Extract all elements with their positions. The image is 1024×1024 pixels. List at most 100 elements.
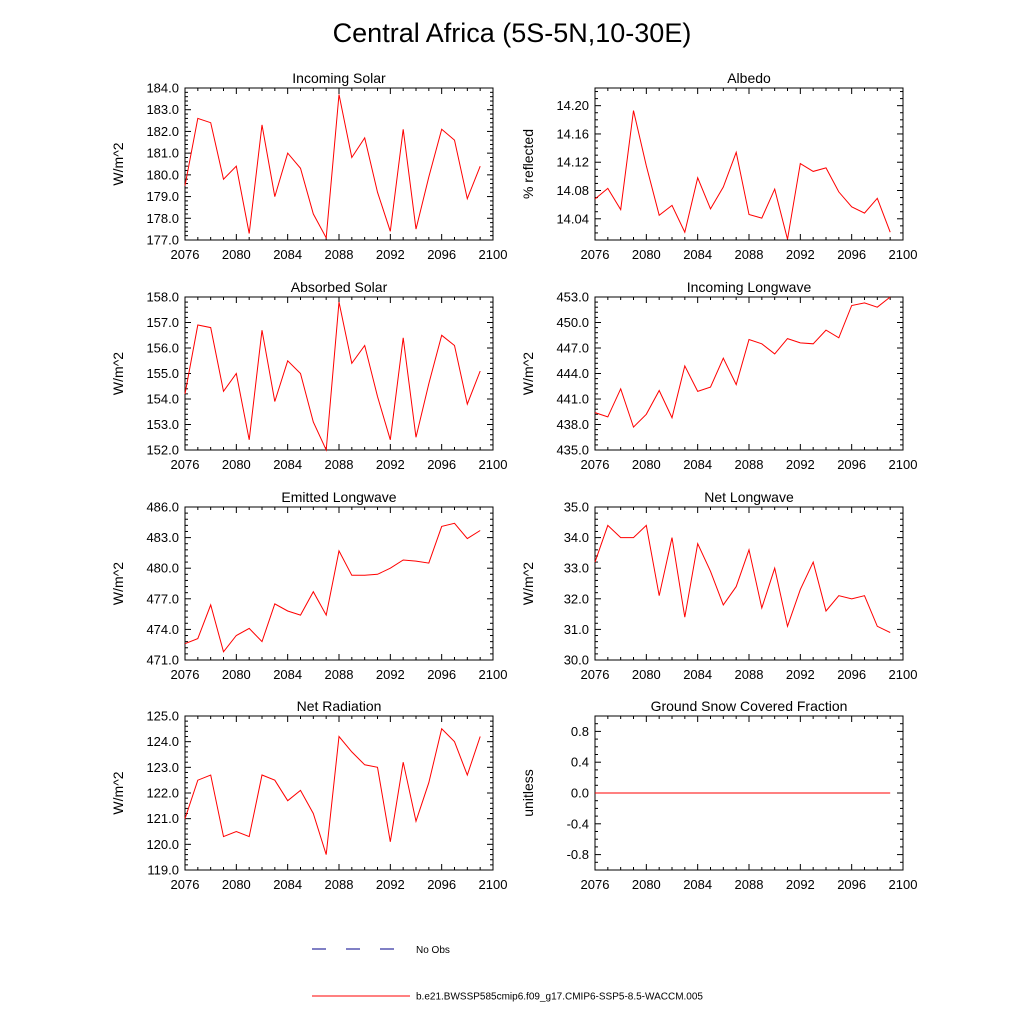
- y-tick-label: 480.0: [146, 561, 179, 576]
- plot-frame: [594, 87, 904, 241]
- x-tick-label: 2084: [683, 877, 712, 892]
- x-tick-label: 2080: [632, 667, 661, 682]
- series-line: [184, 727, 481, 855]
- chart-panel-7: Net Radiation W/m^2 2076 2080 2084 2088 2092 20…: [110, 698, 507, 892]
- y-tick-label: 14.16: [556, 126, 589, 141]
- x-tick-label: 2076: [171, 457, 200, 472]
- x-tick-label: 2084: [683, 457, 712, 472]
- y-tick-label: 182.0: [146, 124, 179, 139]
- y-tick-label: 14.20: [556, 98, 589, 113]
- y-axis-label: W/m^2: [110, 771, 126, 814]
- x-tick-label: 2096: [837, 877, 866, 892]
- series-line: [184, 522, 481, 653]
- x-tick-label: 2080: [632, 247, 661, 262]
- y-tick-label: 14.12: [556, 155, 589, 170]
- x-tick-label: 2100: [479, 247, 508, 262]
- x-tick-label: 2096: [427, 877, 456, 892]
- x-tick-label: 2076: [171, 877, 200, 892]
- y-tick-label: 124.0: [146, 734, 179, 749]
- legend-model-label: b.e21.BWSSP585cmip6.f09_g17.CMIP6-SSP5-8…: [416, 992, 703, 1003]
- x-tick-label: 2084: [683, 667, 712, 682]
- x-tick-label: 2084: [273, 247, 302, 262]
- series-line: [594, 110, 891, 240]
- x-tick-label: 2092: [376, 247, 405, 262]
- y-tick-label: -0.8: [567, 847, 589, 862]
- x-tick-label: 2092: [786, 457, 815, 472]
- chart-title: Ground Snow Covered Fraction: [651, 698, 848, 714]
- y-tick-label: 183.0: [146, 102, 179, 117]
- y-axis-label: W/m^2: [110, 142, 126, 185]
- x-tick-label: 2096: [837, 247, 866, 262]
- y-axis-label: W/m^2: [520, 562, 536, 605]
- x-tick-label: 2100: [889, 247, 918, 262]
- legend-obs-label: No Obs: [416, 945, 450, 956]
- series-line: [594, 296, 891, 429]
- x-tick-label: 2080: [222, 877, 251, 892]
- chart-title: Incoming Longwave: [687, 279, 812, 295]
- x-tick-label: 2092: [376, 667, 405, 682]
- y-tick-label: 178.0: [146, 211, 179, 226]
- chart-title: Absorbed Solar: [291, 279, 388, 295]
- y-tick-label: 155.0: [146, 366, 179, 381]
- y-tick-label: -0.4: [567, 816, 589, 831]
- x-tick-label: 2096: [837, 457, 866, 472]
- y-tick-label: 34.0: [564, 530, 589, 545]
- x-tick-label: 2092: [786, 247, 815, 262]
- y-tick-label: 177.0: [146, 233, 179, 248]
- figure-title: Central Africa (5S-5N,10-30E): [333, 18, 692, 48]
- y-tick-label: 14.04: [556, 211, 589, 226]
- y-tick-label: 471.0: [146, 653, 179, 668]
- y-tick-label: 121.0: [146, 811, 179, 826]
- x-tick-label: 2076: [171, 667, 200, 682]
- y-axis-label: % reflected: [520, 129, 536, 199]
- x-tick-label: 2080: [632, 877, 661, 892]
- chart-title: Albedo: [727, 70, 771, 86]
- chart-panel-2: Albedo % reflected 2076 2080 2084 2088 2092 209…: [520, 70, 917, 262]
- y-tick-label: 120.0: [146, 837, 179, 852]
- series-line: [184, 301, 481, 452]
- y-tick-label: 156.0: [146, 341, 179, 356]
- chart-panel-5: Emitted Longwave W/m^2 2076 2080 2084 2088 209…: [110, 489, 507, 682]
- series-line: [594, 524, 891, 633]
- chart-title: Net Radiation: [297, 698, 382, 714]
- chart-title: Emitted Longwave: [281, 489, 396, 505]
- x-tick-label: 2100: [889, 667, 918, 682]
- chart-panel-1: Incoming Solar W/m^2 2076 2080 2084 2088 2092 2…: [110, 70, 507, 262]
- y-tick-label: 450.0: [556, 315, 589, 330]
- chart-panel-4: Incoming Longwave W/m^2 2076 2080 2084 2088 20…: [520, 279, 917, 472]
- legend: No Obs b.e21.BWSSP585cmip6.f09_g17.CMIP6…: [312, 945, 703, 1003]
- y-tick-label: 32.0: [564, 591, 589, 606]
- y-tick-label: 0.4: [571, 755, 589, 770]
- y-tick-label: 438.0: [556, 417, 589, 432]
- x-tick-label: 2076: [581, 667, 610, 682]
- y-tick-label: 35.0: [564, 500, 589, 515]
- x-tick-label: 2088: [735, 247, 764, 262]
- chart-title: Net Longwave: [704, 489, 794, 505]
- x-tick-label: 2080: [222, 667, 251, 682]
- x-tick-label: 2100: [479, 667, 508, 682]
- x-tick-label: 2088: [735, 877, 764, 892]
- y-axis-label: W/m^2: [520, 352, 536, 395]
- plot-frame: [594, 296, 904, 451]
- x-tick-label: 2076: [581, 877, 610, 892]
- x-tick-label: 2100: [479, 457, 508, 472]
- x-tick-label: 2100: [889, 457, 918, 472]
- x-tick-label: 2084: [273, 877, 302, 892]
- y-tick-label: 31.0: [564, 622, 589, 637]
- chart-panel-3: Absorbed Solar W/m^2 2076 2080 2084 2088 2092 2…: [110, 279, 507, 472]
- y-tick-label: 477.0: [146, 591, 179, 606]
- x-tick-label: 2092: [786, 667, 815, 682]
- y-tick-label: 441.0: [556, 392, 589, 407]
- x-tick-label: 2084: [273, 457, 302, 472]
- y-tick-label: 122.0: [146, 786, 179, 801]
- chart-panel-6: Net Longwave W/m^2 2076 2080 2084 2088 2092 209…: [520, 489, 917, 682]
- y-tick-label: 447.0: [556, 341, 589, 356]
- y-axis-label: unitless: [520, 769, 536, 816]
- y-tick-label: 158.0: [146, 290, 179, 305]
- x-tick-label: 2092: [786, 877, 815, 892]
- plot-frame: [184, 296, 494, 451]
- x-tick-label: 2088: [735, 457, 764, 472]
- y-tick-label: 180.0: [146, 167, 179, 182]
- x-tick-label: 2096: [427, 667, 456, 682]
